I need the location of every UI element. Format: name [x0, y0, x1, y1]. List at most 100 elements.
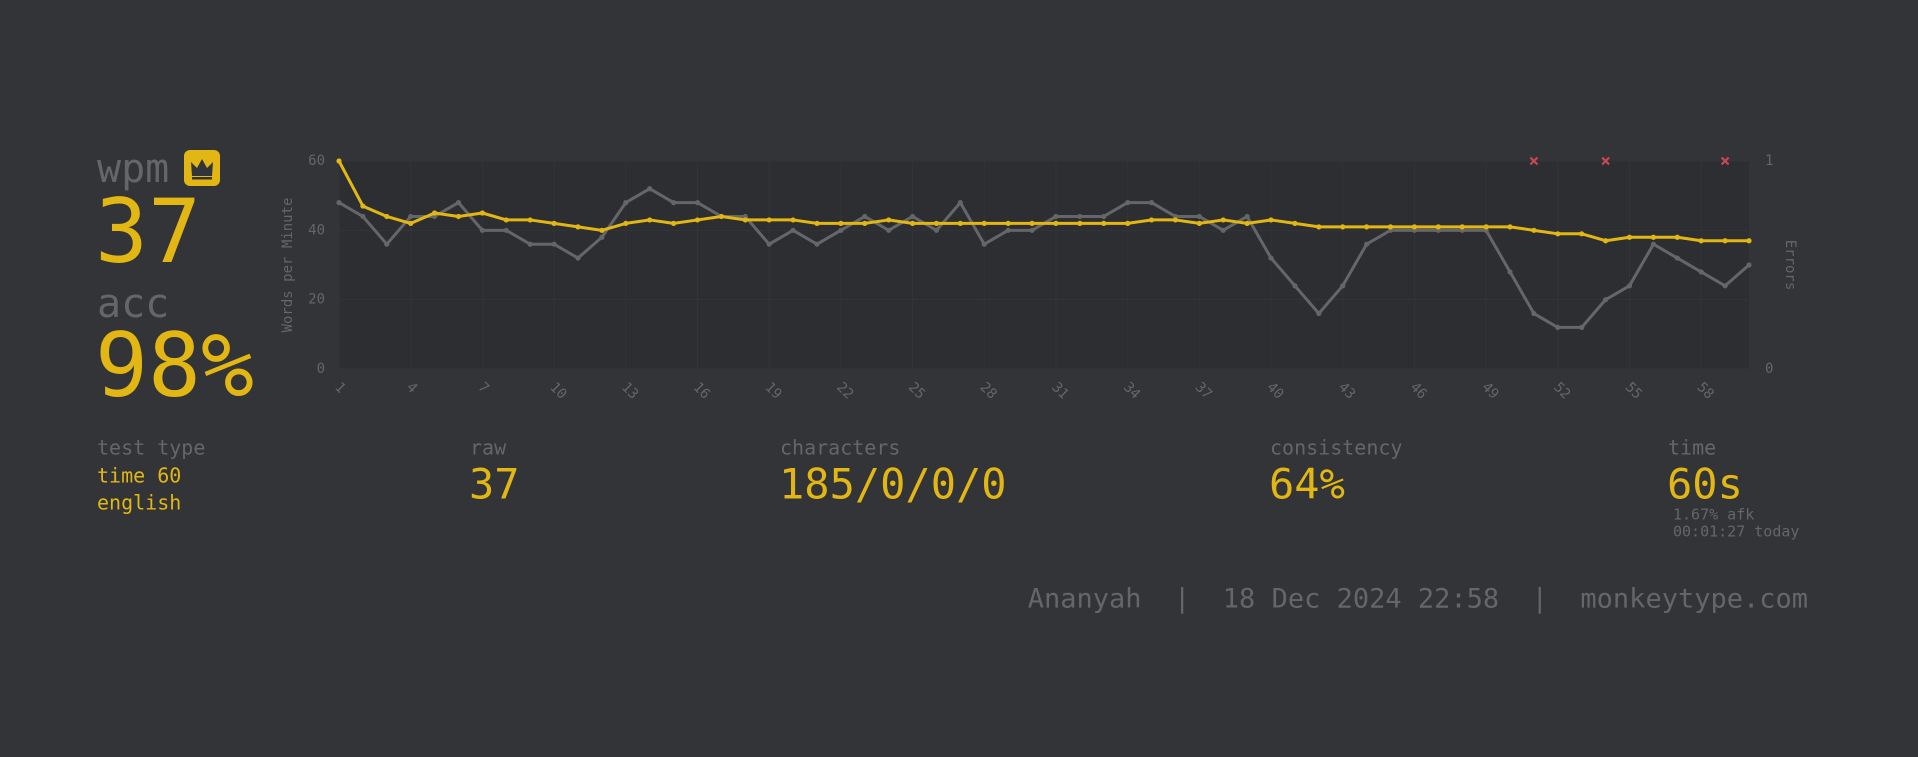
data-point — [909, 220, 916, 226]
data-point — [1125, 220, 1131, 226]
data-point — [1268, 255, 1274, 261]
y-tick-label: 20 — [308, 292, 325, 308]
test-type-label: test type — [97, 436, 205, 460]
data-point — [1364, 241, 1370, 247]
data-point — [408, 213, 414, 220]
data-point — [766, 241, 772, 247]
error-marker — [1720, 156, 1730, 166]
consistency-value: 64% — [1269, 460, 1345, 509]
data-point — [1531, 310, 1537, 317]
data-point — [1340, 224, 1346, 230]
data-point — [814, 220, 820, 226]
data-point — [814, 241, 820, 247]
data-point — [623, 200, 629, 206]
y2-axis-label: Errors — [1782, 240, 1798, 291]
data-point — [1053, 220, 1059, 226]
data-point — [1698, 238, 1704, 244]
raw-label: raw — [470, 436, 507, 460]
wpm-label: wpm — [97, 146, 169, 192]
y-tick-label: 60 — [308, 153, 325, 169]
data-point — [1626, 234, 1633, 240]
data-point — [384, 213, 390, 220]
data-point — [1077, 213, 1083, 220]
y-tick-label: 40 — [308, 222, 325, 238]
data-point — [384, 241, 390, 247]
data-point — [838, 220, 844, 226]
time-value: 60s — [1667, 460, 1743, 509]
data-point — [1029, 227, 1035, 233]
data-point — [1674, 234, 1680, 240]
raw-value: 37 — [469, 460, 520, 509]
time-label: time — [1668, 436, 1716, 460]
data-point — [1101, 220, 1107, 226]
data-point — [957, 220, 963, 226]
series-line — [337, 160, 1749, 243]
data-point — [790, 217, 796, 223]
data-point — [694, 217, 701, 223]
data-point — [670, 220, 677, 226]
data-point — [886, 227, 892, 233]
data-point — [1292, 220, 1298, 226]
test-type-line: english — [97, 491, 181, 515]
characters-label: characters — [780, 436, 900, 460]
data-point — [838, 227, 844, 233]
acc-label: acc — [97, 281, 169, 327]
data-point — [1101, 213, 1107, 220]
data-point — [862, 220, 868, 226]
data-point — [1650, 241, 1657, 247]
data-point — [1531, 227, 1537, 233]
data-point — [527, 241, 533, 247]
y-tick-label: 0 — [317, 361, 325, 377]
data-point — [1220, 227, 1226, 233]
test-type-line: time 60 — [97, 464, 181, 488]
data-point — [455, 213, 462, 220]
error-marker — [1601, 156, 1610, 166]
data-point — [647, 186, 653, 192]
data-point — [503, 217, 509, 223]
data-point — [1220, 217, 1226, 223]
y-axis-label: Words per Minute — [280, 198, 296, 333]
data-point — [1292, 283, 1298, 289]
y2-tick-label: 1 — [1765, 153, 1773, 169]
data-point — [933, 227, 940, 233]
data-point — [1005, 220, 1011, 226]
data-point — [1698, 269, 1704, 275]
data-point — [862, 213, 868, 220]
data-point — [503, 227, 509, 233]
data-point — [981, 220, 987, 226]
data-point — [1483, 224, 1489, 230]
data-point — [1722, 283, 1728, 289]
data-point — [599, 234, 605, 240]
data-point — [431, 210, 438, 216]
data-point — [1746, 238, 1752, 244]
data-point — [1364, 224, 1370, 230]
data-point — [336, 200, 342, 206]
wpm-value: 37 — [95, 180, 201, 283]
time-note: 1.67% afk — [1673, 506, 1754, 524]
data-point — [1555, 231, 1561, 237]
data-point — [1148, 217, 1155, 223]
data-point — [1316, 224, 1322, 230]
data-point — [766, 217, 772, 223]
data-point — [1077, 220, 1083, 226]
data-point — [455, 200, 462, 206]
data-point — [1603, 238, 1609, 244]
data-point — [1244, 213, 1250, 220]
data-point — [1172, 217, 1179, 223]
data-point — [360, 213, 366, 220]
error-marker — [1529, 156, 1539, 166]
data-point — [790, 227, 796, 233]
data-point — [1459, 224, 1465, 230]
data-point — [1579, 231, 1585, 237]
consistency-label: consistency — [1270, 436, 1402, 460]
data-point — [1579, 324, 1585, 330]
data-point — [1196, 220, 1202, 226]
data-point — [479, 210, 485, 216]
data-point — [647, 217, 653, 223]
plot-area — [339, 161, 1749, 369]
data-point — [1340, 283, 1346, 289]
data-point — [1411, 224, 1418, 230]
data-point — [575, 255, 581, 261]
data-point — [1674, 255, 1680, 261]
